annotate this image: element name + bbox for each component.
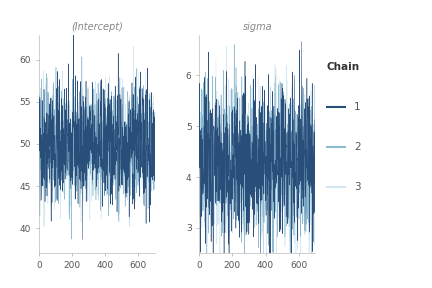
Title: sigma: sigma [242,22,272,32]
Text: 2: 2 [354,142,361,152]
Text: Chain: Chain [326,62,359,72]
Title: (Intercept): (Intercept) [71,22,123,32]
Text: 3: 3 [354,182,361,192]
Text: 1: 1 [354,102,361,111]
